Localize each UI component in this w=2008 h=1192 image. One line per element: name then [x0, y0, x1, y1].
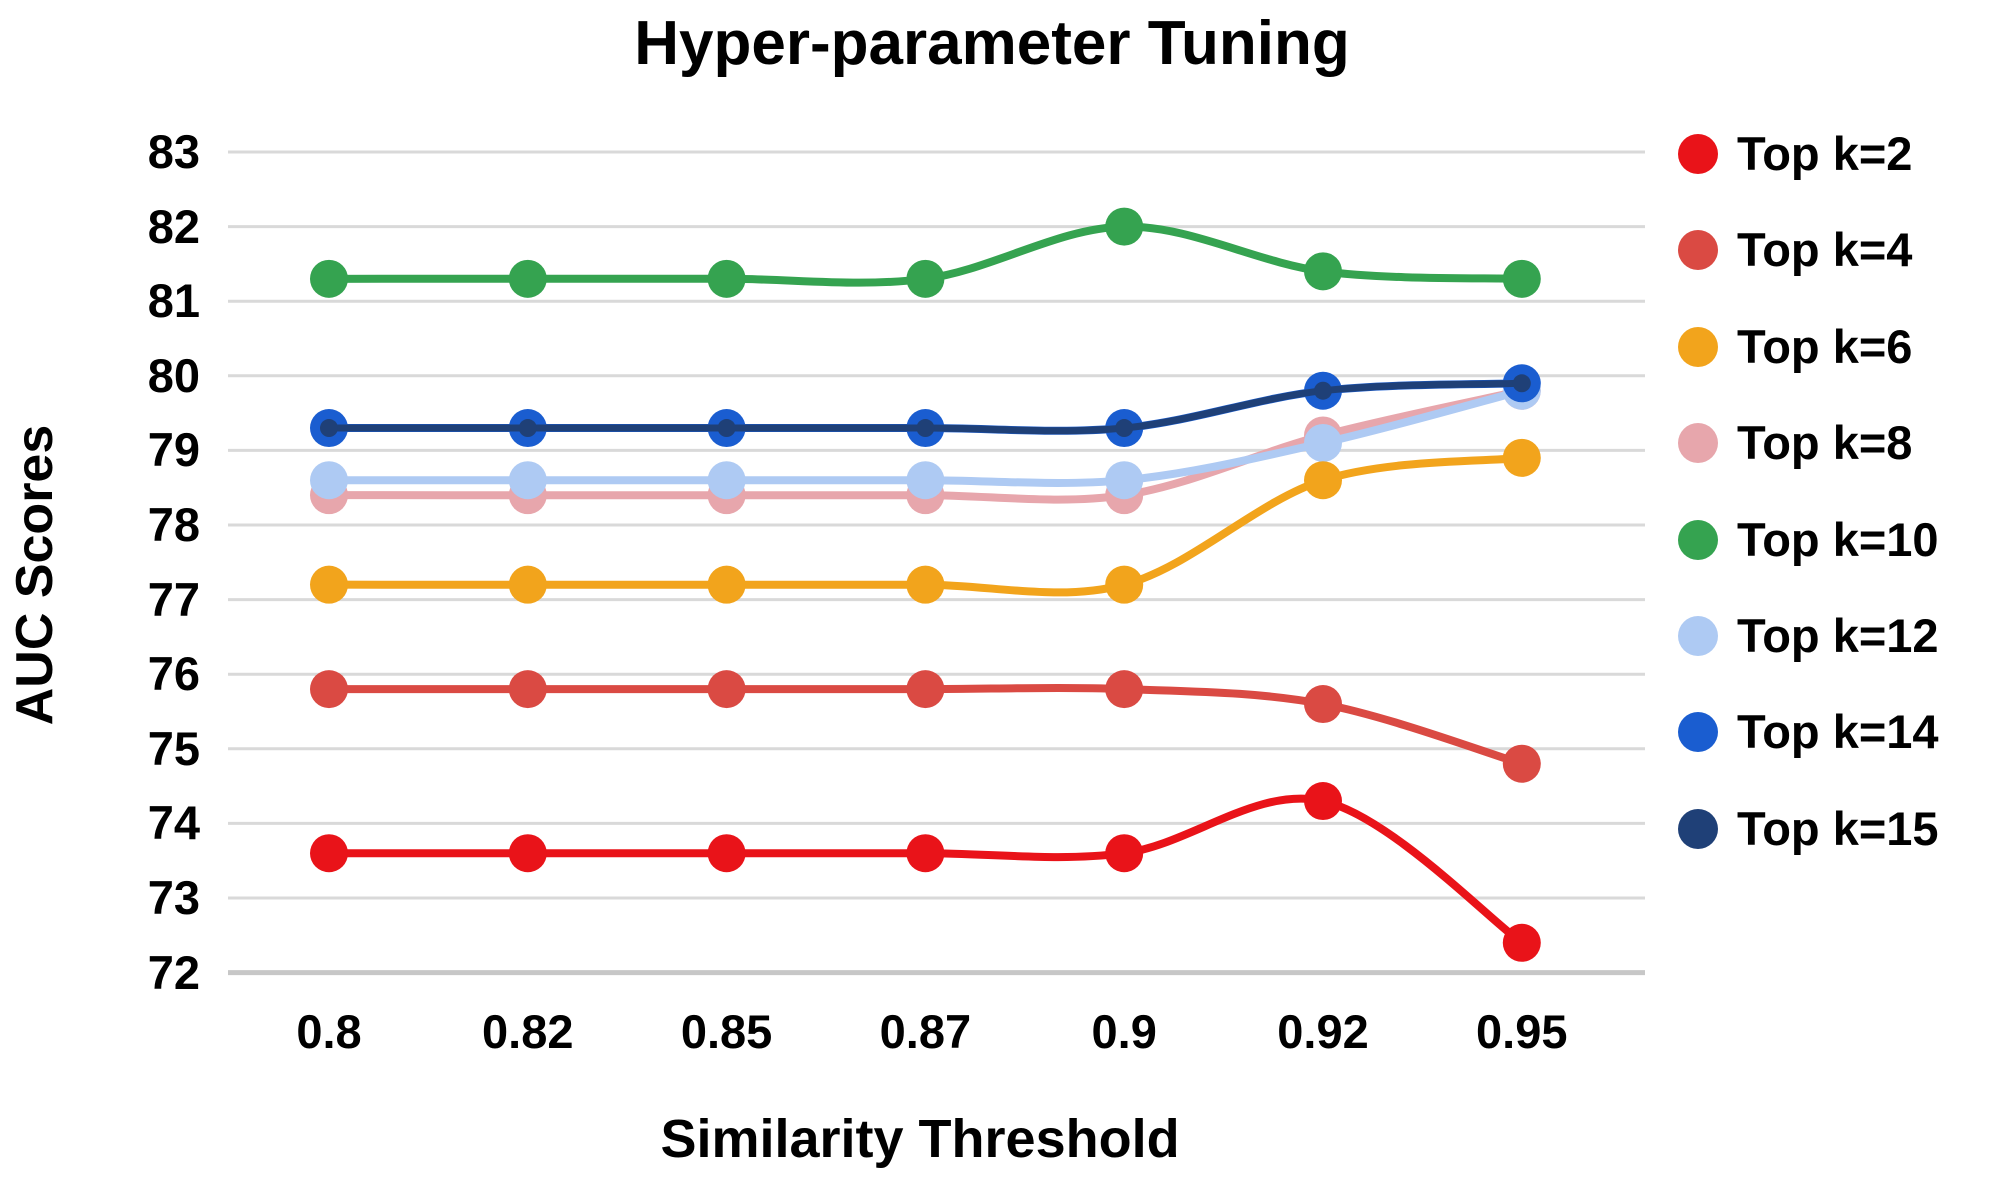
legend-swatch-top-k-8	[1678, 423, 1718, 463]
series-point-top-k-12-x0.82	[508, 461, 547, 500]
series-point-top-k-6-x0.92	[1304, 461, 1342, 500]
x-tick-label-0.92: 0.92	[1277, 1005, 1369, 1058]
y-tick-label-82: 82	[147, 199, 200, 253]
y-tick-label-81: 81	[147, 274, 200, 328]
chart-title: Hyper-parameter Tuning	[0, 8, 2008, 79]
series-point-top-k-6-x0.8	[310, 565, 348, 604]
series-point-top-k-10-x0.8	[310, 259, 348, 298]
series-point-top-k-12-x0.9	[1105, 461, 1144, 500]
series-point-top-k-2-x0.82	[508, 834, 547, 873]
series-point-top-k-2-x0.87	[906, 834, 945, 873]
series-point-top-k-2-x0.8	[310, 834, 348, 873]
series-point-top-k-2-x0.92	[1304, 782, 1342, 821]
y-tick-label-72: 72	[147, 945, 200, 999]
series-point-top-k-12-x0.85	[707, 461, 746, 500]
series-point-top-k-2-x0.95	[1502, 923, 1541, 962]
series-point-top-k-15-x0.85	[717, 419, 736, 438]
x-tick-label-0.95: 0.95	[1476, 1005, 1568, 1058]
y-tick-label-79: 79	[147, 423, 200, 477]
x-axis-title: Similarity Threshold	[660, 1109, 1180, 1169]
legend-swatch-top-k-6	[1678, 327, 1718, 367]
legend-swatch-top-k-15	[1678, 809, 1718, 849]
series-point-top-k-10-x0.87	[906, 259, 945, 298]
series-point-top-k-15-x0.87	[916, 419, 935, 438]
legend-swatch-top-k-4	[1678, 230, 1718, 270]
x-tick-label-0.82: 0.82	[482, 1005, 574, 1058]
series-point-top-k-4-x0.87	[906, 670, 945, 709]
legend-swatch-top-k-14	[1678, 712, 1718, 752]
legend-label-top-k-6: Top k=6	[1737, 320, 1913, 373]
legend-label-top-k-14: Top k=14	[1737, 705, 1939, 758]
legend-label-top-k-4: Top k=4	[1737, 223, 1913, 276]
series-point-top-k-6-x0.95	[1502, 438, 1541, 477]
x-tick-label-0.85: 0.85	[680, 1005, 773, 1058]
series-point-top-k-10-x0.9	[1105, 207, 1144, 246]
series-point-top-k-15-x0.8	[320, 419, 338, 438]
legend-swatch-top-k-10	[1678, 520, 1718, 560]
series-point-top-k-12-x0.92	[1304, 423, 1342, 462]
chart-title-text: Hyper-parameter Tuning	[634, 9, 1350, 78]
y-tick-label-75: 75	[147, 721, 200, 775]
series-point-top-k-15-x0.9	[1115, 419, 1134, 438]
series-point-top-k-10-x0.85	[707, 259, 746, 298]
series-point-top-k-10-x0.92	[1304, 252, 1342, 291]
series-point-top-k-6-x0.9	[1105, 565, 1144, 604]
legend-swatch-top-k-12	[1678, 616, 1718, 656]
series-point-top-k-4-x0.92	[1304, 685, 1342, 724]
series-point-top-k-2-x0.9	[1105, 834, 1144, 873]
series-point-top-k-4-x0.85	[707, 670, 746, 709]
series-point-top-k-12-x0.8	[310, 461, 348, 500]
series-point-top-k-6-x0.82	[508, 565, 547, 604]
series-point-top-k-4-x0.9	[1105, 670, 1144, 709]
y-tick-label-78: 78	[147, 498, 200, 551]
x-tick-label-0.8: 0.8	[296, 1005, 362, 1058]
legend-label-top-k-15: Top k=15	[1737, 802, 1939, 855]
series-point-top-k-2-x0.85	[707, 834, 746, 873]
x-tick-label-0.9: 0.9	[1091, 1005, 1157, 1058]
series-point-top-k-4-x0.95	[1502, 744, 1541, 783]
series-point-top-k-10-x0.95	[1502, 259, 1541, 298]
series-point-top-k-4-x0.82	[508, 670, 547, 709]
series-point-top-k-6-x0.87	[906, 565, 945, 604]
series-point-top-k-12-x0.87	[906, 461, 945, 500]
legend-label-top-k-8: Top k=8	[1737, 416, 1913, 469]
x-tick-label-0.87: 0.87	[879, 1005, 972, 1058]
series-point-top-k-15-x0.95	[1512, 374, 1531, 393]
y-tick-label-74: 74	[147, 796, 200, 850]
y-tick-label-76: 76	[147, 647, 200, 701]
series-point-top-k-15-x0.82	[518, 419, 537, 438]
series-point-top-k-10-x0.82	[508, 259, 547, 298]
y-tick-label-80: 80	[147, 348, 200, 402]
series-point-top-k-6-x0.85	[707, 565, 746, 604]
legend-swatch-top-k-2	[1678, 134, 1718, 174]
y-tick-label-77: 77	[147, 572, 200, 626]
legend-label-top-k-2: Top k=2	[1737, 127, 1913, 180]
y-tick-label-73: 73	[147, 871, 200, 924]
legend-label-top-k-12: Top k=12	[1737, 609, 1939, 662]
series-point-top-k-4-x0.8	[310, 670, 348, 709]
y-tick-label-83: 83	[147, 125, 200, 178]
legend-label-top-k-10: Top k=10	[1737, 513, 1939, 566]
series-point-top-k-15-x0.92	[1314, 381, 1332, 400]
